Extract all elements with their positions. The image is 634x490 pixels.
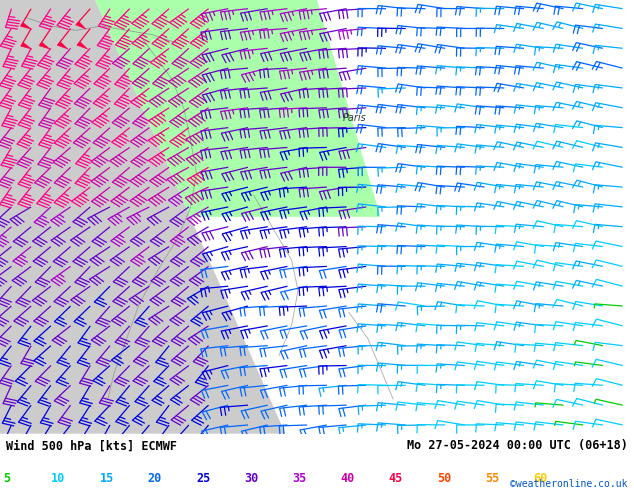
Text: Wind 500 hPa [kts] ECMWF: Wind 500 hPa [kts] ECMWF xyxy=(6,439,178,452)
Text: 25: 25 xyxy=(196,472,210,486)
Text: 55: 55 xyxy=(485,472,499,486)
Polygon shape xyxy=(77,42,87,49)
Text: Mo 27-05-2024 00:00 UTC (06+18): Mo 27-05-2024 00:00 UTC (06+18) xyxy=(407,439,628,452)
Text: Paris: Paris xyxy=(342,113,366,123)
Polygon shape xyxy=(21,42,32,49)
Polygon shape xyxy=(0,0,285,434)
Text: 10: 10 xyxy=(51,472,65,486)
Text: 20: 20 xyxy=(148,472,162,486)
Text: 30: 30 xyxy=(244,472,258,486)
Polygon shape xyxy=(21,23,32,29)
Polygon shape xyxy=(95,0,380,217)
Polygon shape xyxy=(58,42,68,49)
Text: 50: 50 xyxy=(437,472,451,486)
Text: 35: 35 xyxy=(292,472,306,486)
Text: 5: 5 xyxy=(3,472,10,486)
Text: 60: 60 xyxy=(533,472,547,486)
Text: 15: 15 xyxy=(100,472,113,486)
Polygon shape xyxy=(39,42,50,49)
Text: ©weatheronline.co.uk: ©weatheronline.co.uk xyxy=(510,479,628,489)
Text: 40: 40 xyxy=(340,472,354,486)
Text: 45: 45 xyxy=(389,472,403,486)
Polygon shape xyxy=(76,22,86,29)
